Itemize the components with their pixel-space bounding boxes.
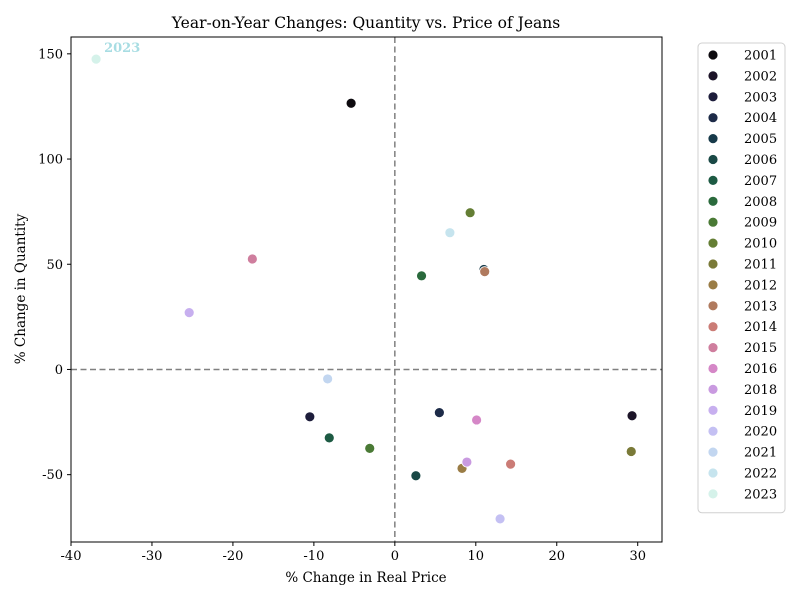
legend-label-2010: 2010 (744, 237, 777, 252)
legend-marker-2014 (707, 321, 719, 333)
legend-marker-2003 (707, 91, 719, 103)
x-tick-label: 30 (629, 549, 646, 564)
legend-marker-2018 (707, 383, 719, 395)
data-point-2007 (323, 432, 335, 444)
legend-marker-2001 (707, 49, 719, 61)
chart-title: Year-on-Year Changes: Quantity vs. Price… (171, 14, 560, 32)
legend-marker-2021 (707, 446, 719, 458)
legend-label-2014: 2014 (744, 320, 777, 335)
legend-label-2009: 2009 (744, 216, 777, 231)
legend-marker-2019 (707, 404, 719, 416)
legend-label-2016: 2016 (744, 362, 777, 377)
data-point-2018 (461, 456, 473, 468)
legend-marker-2002 (707, 70, 719, 82)
x-tick-label: -40 (61, 549, 82, 564)
y-tick-label: 150 (38, 47, 63, 62)
legend-marker-2023 (707, 488, 719, 500)
legend-marker-2015 (707, 342, 719, 354)
legend-label-2013: 2013 (744, 299, 777, 314)
legend-label-2008: 2008 (744, 195, 777, 210)
annotations: 2023 (104, 41, 140, 56)
legend-marker-2005 (707, 133, 719, 145)
data-point-2004 (433, 407, 445, 418)
legend-marker-2009 (707, 216, 719, 228)
legend-marker-2008 (707, 195, 719, 207)
legend-label-2003: 2003 (744, 90, 777, 105)
legend-label-2005: 2005 (744, 132, 777, 147)
legend-label-2019: 2019 (744, 404, 777, 419)
data-point-2010 (464, 207, 476, 219)
legend-marker-2016 (707, 363, 719, 374)
data-point-2013 (479, 266, 491, 278)
data-point-2015 (246, 253, 258, 265)
y-tick-label: 0 (55, 363, 63, 378)
legend-label-2021: 2021 (744, 446, 777, 461)
data-point-2022 (444, 227, 456, 239)
legend-label-2023: 2023 (744, 487, 777, 502)
legend-marker-2006 (707, 154, 719, 165)
x-tick-label: -30 (141, 549, 162, 564)
data-point-2008 (416, 270, 427, 282)
legend-label-2012: 2012 (744, 278, 777, 293)
data-point-2003 (304, 411, 316, 423)
legend-marker-2004 (707, 112, 719, 124)
legend-box (697, 42, 786, 514)
axes: -40 -30 -20 -10 0 10 20 30 -50 0 50 100 150 (38, 36, 663, 564)
data-point-2001 (345, 97, 357, 109)
legend-label-2001: 2001 (744, 49, 777, 64)
y-tick-label: 50 (46, 258, 63, 273)
legend-marker-2020 (707, 425, 719, 437)
annotation-label: 2023 (104, 41, 140, 56)
data-point-2014 (505, 458, 517, 470)
x-tick-label: 0 (391, 549, 399, 564)
legend-marker-2010 (707, 237, 719, 249)
legend-label-2020: 2020 (744, 425, 777, 440)
x-tick-label: -20 (222, 549, 243, 564)
legend-label-2018: 2018 (744, 383, 777, 398)
legend-marker-2012 (707, 279, 719, 291)
legend-label-2022: 2022 (744, 467, 777, 482)
legend-label-2007: 2007 (744, 174, 777, 189)
data-point-2009 (364, 442, 376, 454)
data-point-2021 (322, 373, 334, 385)
plot-frame (70, 36, 663, 543)
y-tick-label: 100 (38, 153, 63, 168)
data-point-2011 (625, 446, 637, 457)
data-points (90, 53, 638, 525)
legend-marker-2022 (707, 467, 719, 479)
x-tick-label: 20 (548, 549, 565, 564)
data-point-2002 (626, 410, 638, 422)
x-axis-title: % Change in Real Price (285, 570, 446, 586)
legend-marker-2011 (707, 258, 719, 270)
x-tick-label: -10 (303, 549, 324, 564)
data-point-2020 (494, 513, 506, 525)
legend-marker-2013 (707, 300, 719, 312)
legend-label-2006: 2006 (744, 153, 777, 168)
y-tick-label: -50 (42, 468, 63, 483)
data-point-2023 (90, 53, 102, 65)
data-point-2006 (410, 470, 422, 482)
data-point-2019 (183, 307, 195, 319)
legend-label-2002: 2002 (744, 69, 777, 84)
legend: 2001 2002 2003 2004 2005 2006 2007 2008 2009 2010… (697, 42, 786, 514)
x-tick-label: 10 (468, 549, 485, 564)
legend-label-2004: 2004 (744, 111, 777, 126)
data-point-2016 (471, 414, 483, 426)
legend-label-2015: 2015 (744, 341, 777, 356)
legend-marker-2007 (707, 174, 719, 186)
y-axis-title: % Change in Quantity (13, 213, 29, 364)
legend-label-2011: 2011 (744, 258, 777, 273)
reference-lines (71, 37, 662, 542)
